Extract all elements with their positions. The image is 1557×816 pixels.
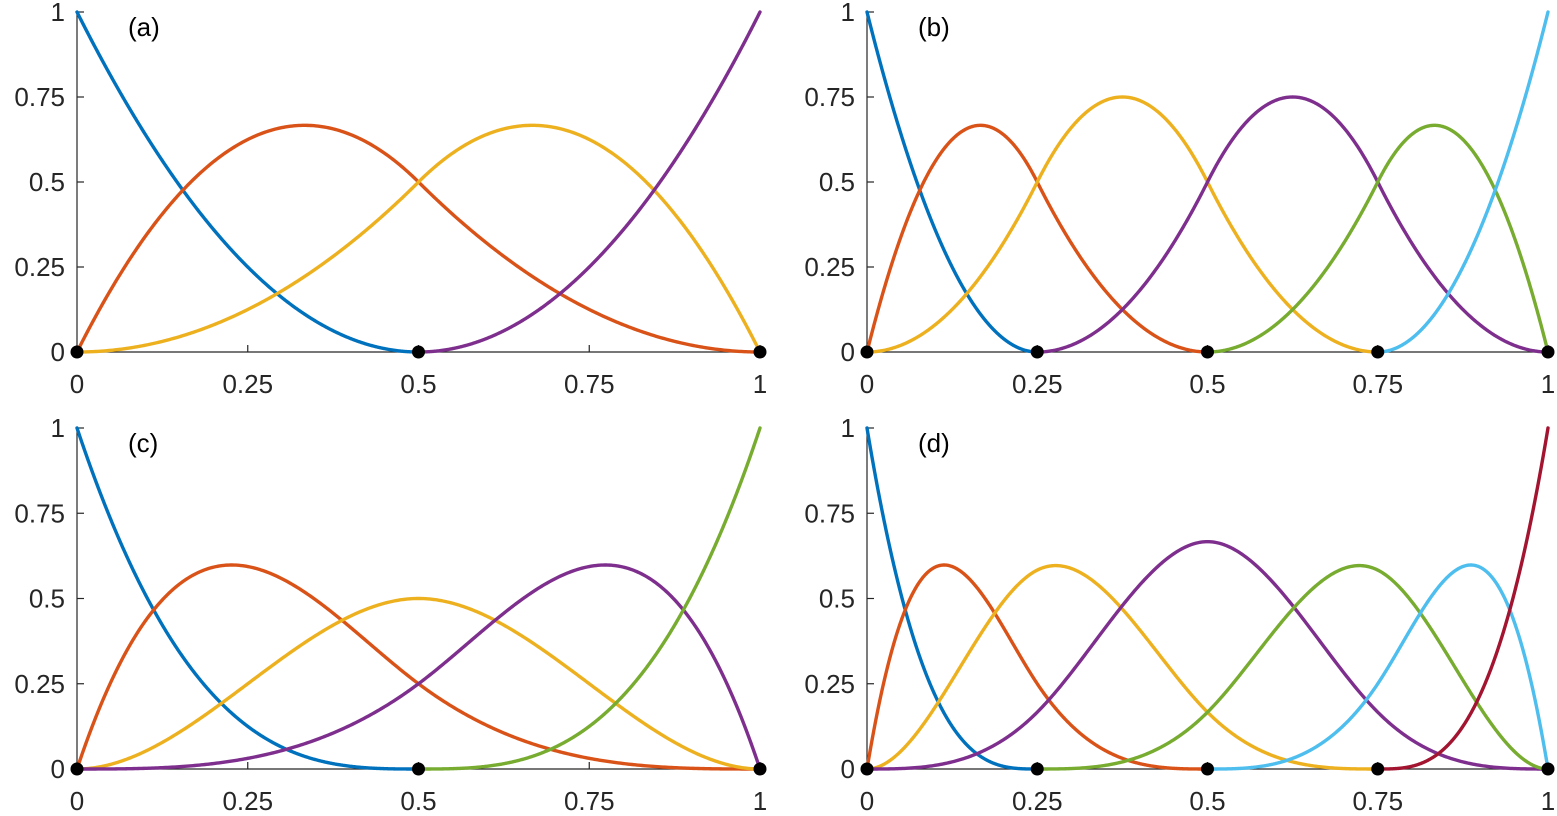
y-tick-label: 0.75	[804, 498, 855, 528]
knot-marker	[753, 345, 767, 359]
knot-marker	[753, 762, 767, 776]
y-tick-label: 0.5	[29, 167, 65, 197]
y-tick-label: 0.75	[14, 82, 65, 112]
y-tick-label: 1	[841, 0, 855, 27]
basis-curve-3	[75, 123, 762, 354]
chart-panel-b: 0 0.25 0.5 0.75 1 0 0.25 0.5 0.75 1 (b)	[804, 0, 1555, 399]
knot-marker	[1201, 345, 1214, 359]
x-tick-label: 0.75	[1352, 369, 1403, 399]
x-tick-label: 1	[1541, 369, 1555, 399]
knot-marker	[412, 345, 425, 359]
y-tick-label: 0.75	[804, 82, 855, 112]
y-tick-label: 0.5	[819, 167, 855, 197]
knot-marker	[1541, 345, 1555, 359]
y-tick-label: 0	[841, 337, 855, 367]
x-tick-label: 1	[753, 369, 767, 399]
x-tick-label: 0	[860, 786, 874, 816]
basis-curve-1	[865, 10, 1039, 354]
basis-curve-4	[75, 563, 762, 771]
basis-curve-4	[865, 539, 1550, 771]
basis-curve-3	[865, 95, 1380, 354]
x-tick-label: 0.25	[1012, 369, 1063, 399]
y-tick-label: 0.5	[819, 584, 855, 614]
basis-curve-3	[865, 563, 1380, 771]
y-tick-label: 0	[51, 754, 65, 784]
basis-curve-2	[865, 123, 1210, 354]
y-tick-label: 0	[51, 337, 65, 367]
x-tick-label: 1	[753, 786, 767, 816]
x-tick-label: 0.5	[400, 369, 436, 399]
basis-curve-3	[75, 596, 762, 771]
y-tick-label: 0.25	[14, 252, 65, 282]
y-tick-label: 0.5	[29, 584, 65, 614]
x-tick-label: 0.75	[564, 786, 615, 816]
knot-marker	[412, 762, 425, 776]
knot-marker	[1030, 345, 1044, 359]
x-tick-label: 0.25	[222, 786, 273, 816]
x-tick-label: 0	[70, 369, 84, 399]
basis-curve-2	[865, 563, 1210, 771]
panel-label: (c)	[128, 428, 158, 458]
knot-marker	[70, 345, 84, 359]
chart-panel-d: 0 0.25 0.5 0.75 1 0 0.25 0.5 0.75 1 (d)	[804, 413, 1555, 816]
knot-marker	[1201, 762, 1214, 776]
panel-label: (d)	[918, 428, 950, 458]
x-tick-label: 1	[1541, 786, 1555, 816]
y-tick-label: 0.75	[14, 498, 65, 528]
y-tick-label: 1	[51, 413, 65, 443]
x-tick-label: 0.75	[1352, 786, 1403, 816]
basis-curve-6	[1376, 10, 1550, 354]
basis-curve-2	[75, 563, 762, 771]
panel-label: (a)	[128, 12, 160, 42]
basis-curve-7	[1376, 426, 1550, 771]
y-tick-label: 1	[51, 0, 65, 27]
knot-marker	[1371, 762, 1385, 776]
x-tick-label: 0.5	[400, 786, 436, 816]
y-tick-label: 0.25	[804, 669, 855, 699]
basis-curve-4	[416, 10, 762, 354]
y-tick-label: 1	[841, 413, 855, 443]
basis-curve-5	[416, 426, 762, 771]
knot-marker	[1541, 762, 1555, 776]
knot-marker	[70, 762, 84, 776]
y-tick-label: 0.25	[14, 669, 65, 699]
knot-marker	[1030, 762, 1044, 776]
panel-label: (b)	[918, 12, 950, 42]
x-tick-label: 0.5	[1189, 786, 1225, 816]
basis-curve-1	[865, 426, 1039, 771]
basis-curve-5	[1205, 123, 1550, 354]
y-tick-label: 0.25	[804, 252, 855, 282]
x-tick-label: 0.75	[564, 369, 615, 399]
knot-marker	[860, 762, 874, 776]
chart-panel-a: 0 0.25 0.5 0.75 1 0 0.25 0.5 0.75 1 (a)	[14, 0, 767, 399]
basis-curve-1	[75, 10, 421, 354]
knot-marker	[1371, 345, 1385, 359]
x-tick-label: 0.5	[1189, 369, 1225, 399]
basis-curve-4	[1035, 95, 1550, 354]
basis-curve-1	[75, 426, 421, 771]
x-tick-label: 0.25	[1012, 786, 1063, 816]
basis-curve-6	[1205, 563, 1550, 771]
y-tick-label: 0	[841, 754, 855, 784]
knot-marker	[860, 345, 874, 359]
x-tick-label: 0	[70, 786, 84, 816]
basis-curve-2	[75, 123, 762, 354]
chart-panel-c: 0 0.25 0.5 0.75 1 0 0.25 0.5 0.75 1 (c)	[14, 413, 767, 816]
x-tick-label: 0.25	[222, 369, 273, 399]
basis-curve-5	[1035, 563, 1550, 771]
x-tick-label: 0	[860, 369, 874, 399]
